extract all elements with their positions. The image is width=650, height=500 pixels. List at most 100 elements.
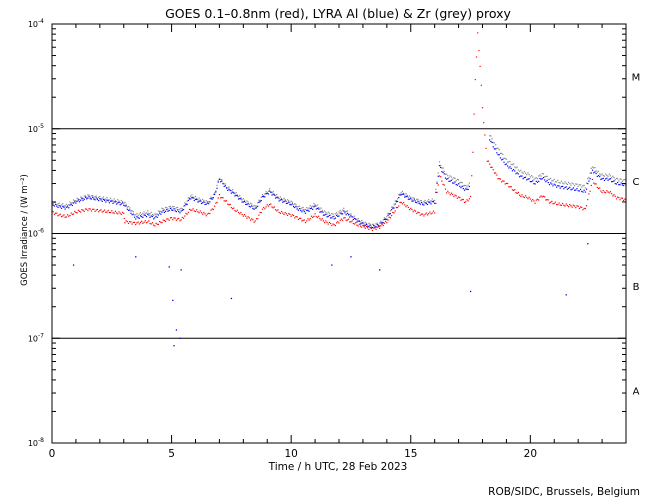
data-point <box>493 148 496 150</box>
data-point <box>233 192 235 194</box>
data-point <box>65 203 67 205</box>
data-point <box>136 222 138 224</box>
data-point <box>65 206 67 208</box>
data-point <box>432 210 435 212</box>
data-point <box>112 212 114 214</box>
data-point <box>60 204 63 206</box>
data-point <box>424 202 426 204</box>
data-point <box>308 219 310 221</box>
data-point <box>401 190 403 192</box>
data-point <box>117 213 119 215</box>
data-point <box>340 213 342 215</box>
data-point <box>601 178 603 180</box>
data-point <box>568 205 570 208</box>
data-point <box>313 203 315 205</box>
data-point <box>540 178 542 180</box>
data-point <box>260 200 262 202</box>
data-point <box>270 191 272 193</box>
data-point <box>538 199 540 201</box>
data-point <box>154 225 156 227</box>
data-point <box>162 208 164 210</box>
data-point <box>206 200 209 203</box>
data-point <box>142 216 144 219</box>
data-point <box>614 195 616 197</box>
data-point <box>168 209 170 212</box>
data-point <box>62 203 64 205</box>
data-point <box>265 191 267 193</box>
data-point <box>113 212 115 214</box>
data-point <box>174 217 176 219</box>
data-point <box>176 206 179 209</box>
data-point <box>392 207 394 209</box>
data-point <box>370 225 372 227</box>
data-point <box>341 209 344 211</box>
data-point <box>301 211 303 213</box>
data-point <box>548 184 551 186</box>
data-point <box>478 49 480 52</box>
data-point <box>429 202 431 204</box>
data-point <box>414 210 417 212</box>
data-point <box>340 211 342 213</box>
data-point <box>597 170 600 172</box>
data-point <box>121 202 124 204</box>
data-point <box>197 211 199 213</box>
data-point <box>609 191 612 193</box>
data-point <box>621 180 624 182</box>
data-point <box>241 199 243 201</box>
data-point <box>124 201 126 203</box>
data-point <box>508 161 510 163</box>
data-point <box>59 204 61 207</box>
data-point <box>540 175 542 177</box>
data-point <box>401 203 403 205</box>
data-point <box>524 176 527 178</box>
data-point <box>96 198 99 201</box>
data-point <box>544 179 546 181</box>
data-point <box>282 199 284 201</box>
data-point <box>129 207 131 209</box>
data-point <box>413 209 415 211</box>
data-point <box>536 181 539 183</box>
data-point <box>273 206 276 208</box>
data-point <box>235 191 237 194</box>
data-point <box>124 205 126 207</box>
data-point <box>308 210 310 212</box>
data-point <box>58 205 60 207</box>
outlier-point <box>350 256 352 258</box>
data-point <box>277 197 279 199</box>
data-point <box>283 213 285 215</box>
data-point <box>235 194 237 196</box>
data-point <box>147 213 149 215</box>
data-point <box>608 178 610 180</box>
outlier-point <box>72 264 75 266</box>
data-point <box>615 177 618 180</box>
data-point <box>83 195 85 197</box>
data-point <box>142 212 144 215</box>
data-point <box>501 181 503 183</box>
data-point <box>56 212 58 214</box>
data-point <box>319 208 321 210</box>
data-point <box>155 222 157 224</box>
data-point <box>515 192 517 194</box>
data-point <box>234 210 236 212</box>
data-point <box>339 209 341 212</box>
data-point <box>619 199 621 201</box>
data-point <box>259 211 261 214</box>
data-point <box>242 198 244 200</box>
data-point <box>120 203 122 205</box>
data-point <box>380 225 382 227</box>
data-point <box>455 183 457 186</box>
data-point <box>379 227 381 229</box>
data-point <box>492 169 494 171</box>
data-point <box>532 198 534 201</box>
data-point <box>362 221 364 223</box>
data-point <box>393 204 395 206</box>
data-point <box>63 205 65 207</box>
data-point <box>98 199 100 202</box>
data-point <box>428 199 430 201</box>
data-point <box>391 209 393 211</box>
data-point <box>404 196 406 198</box>
data-point <box>132 211 134 213</box>
data-point <box>188 197 191 199</box>
data-point <box>429 200 431 203</box>
data-point <box>404 194 406 196</box>
